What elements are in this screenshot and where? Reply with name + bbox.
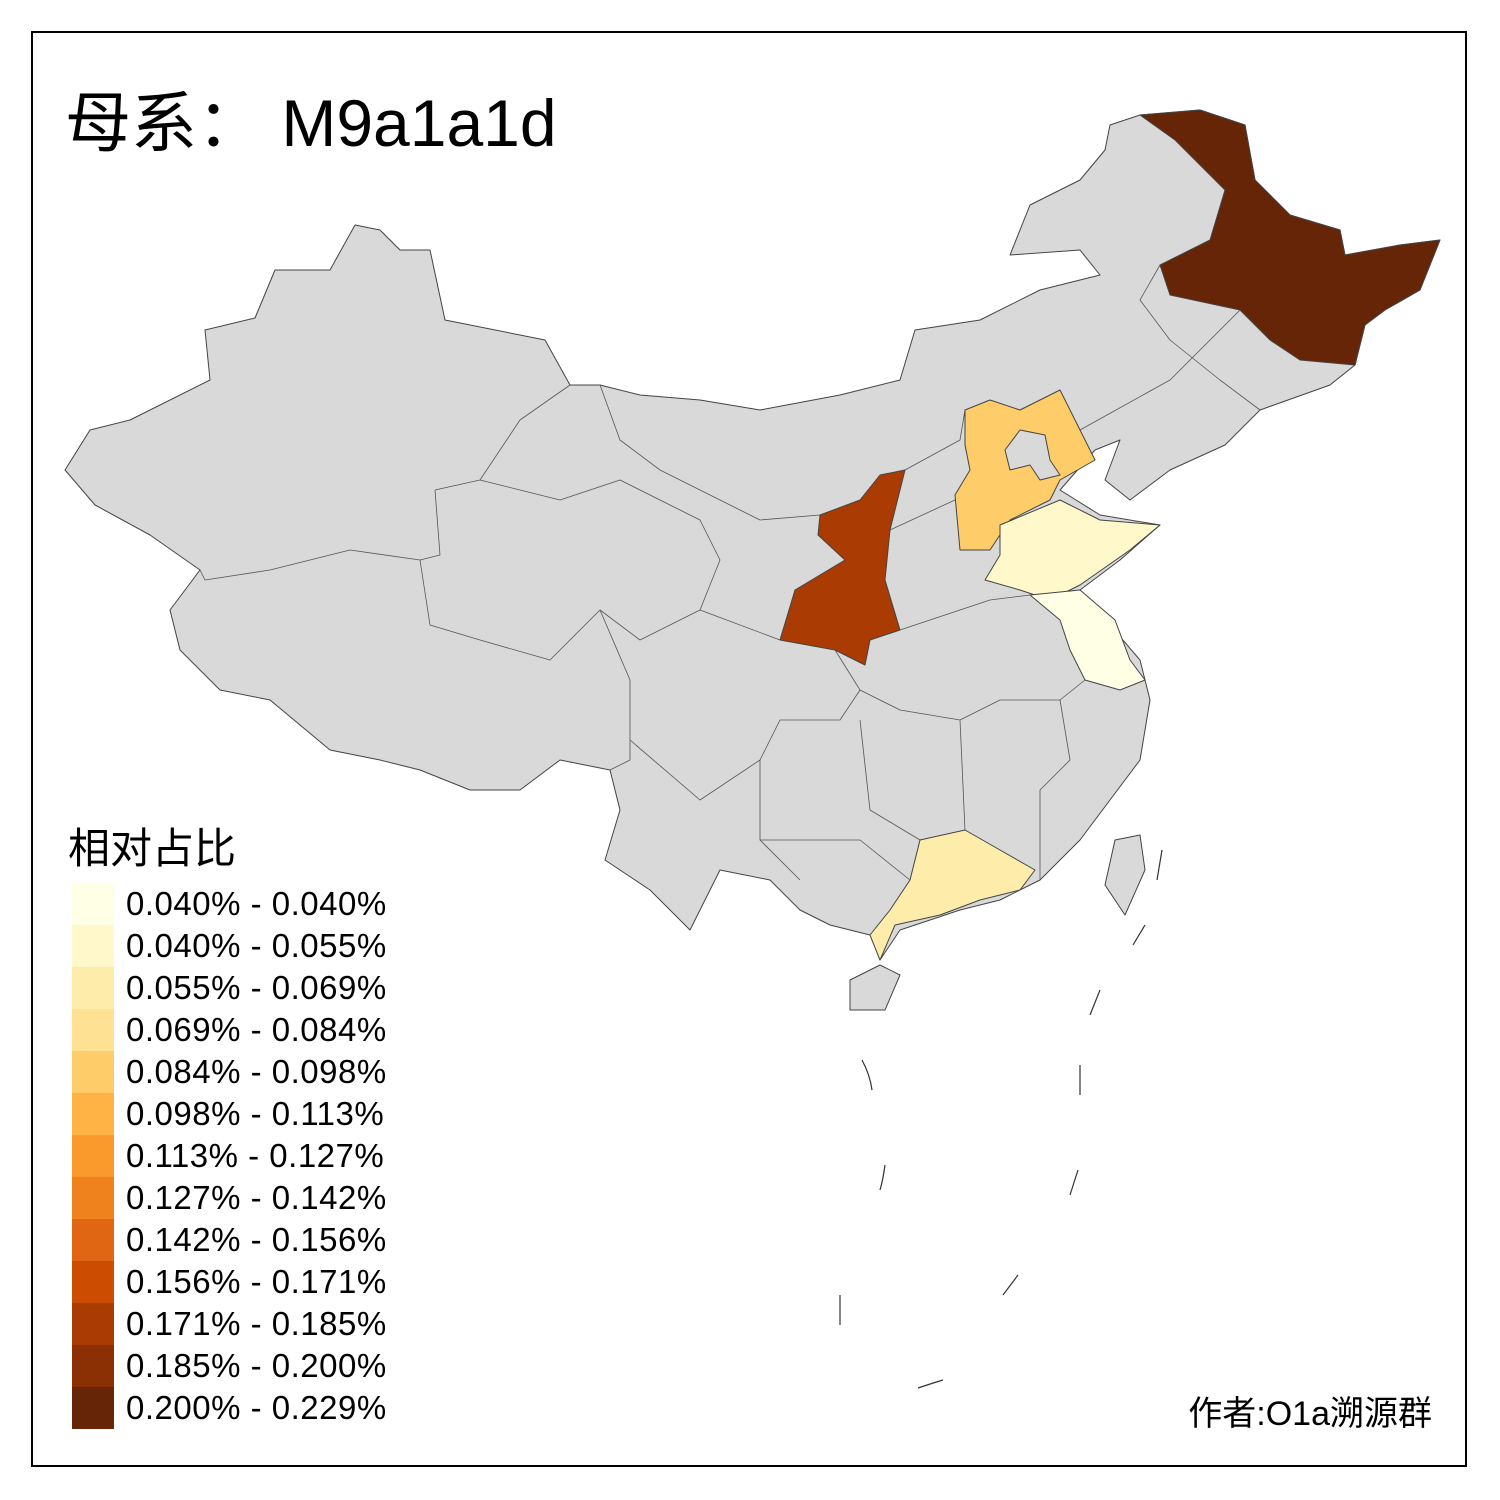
region-taiwan bbox=[1104, 834, 1146, 916]
legend-label: 0.142% - 0.156% bbox=[126, 1221, 387, 1258]
region-shandong bbox=[984, 499, 1161, 601]
legend-label: 0.098% - 0.113% bbox=[126, 1095, 385, 1132]
south-china-sea-islands bbox=[839, 849, 1163, 1389]
province-borders bbox=[199, 264, 1261, 881]
region-guangdong bbox=[869, 829, 1036, 961]
legend-item: 0.040% - 0.040% bbox=[72, 883, 387, 925]
title-haplogroup: M9a1a1d bbox=[281, 86, 557, 160]
legend-item: 0.084% - 0.098% bbox=[72, 1051, 387, 1093]
legend-label: 0.055% - 0.069% bbox=[126, 969, 387, 1006]
legend-item: 0.098% - 0.113% bbox=[72, 1093, 387, 1135]
legend-item: 0.127% - 0.142% bbox=[72, 1177, 387, 1219]
legend-item: 0.171% - 0.185% bbox=[72, 1303, 387, 1345]
legend-swatch bbox=[72, 883, 114, 925]
legend-swatch bbox=[72, 1177, 114, 1219]
legend-swatch bbox=[72, 1009, 114, 1051]
region-shaanxi bbox=[779, 469, 906, 666]
legend-item: 0.200% - 0.229% bbox=[72, 1387, 387, 1429]
legend-title: 相对占比 bbox=[68, 824, 237, 873]
legend-item: 0.142% - 0.156% bbox=[72, 1219, 387, 1261]
legend-label: 0.069% - 0.084% bbox=[126, 1011, 387, 1048]
region-hainan bbox=[849, 964, 901, 1011]
legend: 0.040% - 0.040% 0.040% - 0.055% 0.055% - 0… bbox=[72, 883, 387, 1429]
legend-item: 0.040% - 0.055% bbox=[72, 925, 387, 967]
region-hebei bbox=[954, 389, 1096, 551]
author-credit: 作者:O1a溯源群 bbox=[1188, 1395, 1432, 1433]
legend-swatch bbox=[72, 1303, 114, 1345]
legend-label: 0.084% - 0.098% bbox=[126, 1053, 387, 1090]
map-frame bbox=[31, 31, 1467, 1467]
legend-swatch bbox=[72, 1261, 114, 1303]
legend-item: 0.156% - 0.171% bbox=[72, 1261, 387, 1303]
region-beijing-tianjin bbox=[1004, 429, 1061, 481]
legend-swatch bbox=[72, 1051, 114, 1093]
legend-swatch bbox=[72, 967, 114, 1009]
legend-label: 0.127% - 0.142% bbox=[126, 1179, 387, 1216]
legend-label: 0.040% - 0.055% bbox=[126, 927, 387, 964]
legend-label: 0.040% - 0.040% bbox=[126, 885, 387, 922]
legend-label: 0.200% - 0.229% bbox=[126, 1389, 387, 1426]
legend-label: 0.171% - 0.185% bbox=[126, 1305, 387, 1342]
legend-swatch bbox=[72, 1219, 114, 1261]
legend-item: 0.185% - 0.200% bbox=[72, 1345, 387, 1387]
legend-swatch bbox=[72, 925, 114, 967]
china-base bbox=[64, 109, 1441, 961]
legend-label: 0.156% - 0.171% bbox=[126, 1263, 387, 1300]
legend-label: 0.185% - 0.200% bbox=[126, 1347, 387, 1384]
legend-swatch bbox=[72, 1387, 114, 1429]
legend-item: 0.055% - 0.069% bbox=[72, 967, 387, 1009]
legend-swatch bbox=[72, 1093, 114, 1135]
legend-item: 0.113% - 0.127% bbox=[72, 1135, 387, 1177]
legend-item: 0.069% - 0.084% bbox=[72, 1009, 387, 1051]
region-jiangsu bbox=[1029, 589, 1146, 691]
legend-label: 0.113% - 0.127% bbox=[126, 1137, 385, 1174]
region-heilongjiang bbox=[1139, 109, 1441, 366]
map-title: 母系： M9a1a1d bbox=[65, 70, 557, 166]
legend-swatch bbox=[72, 1345, 114, 1387]
legend-swatch bbox=[72, 1135, 114, 1177]
title-prefix: 母系： bbox=[65, 85, 263, 162]
